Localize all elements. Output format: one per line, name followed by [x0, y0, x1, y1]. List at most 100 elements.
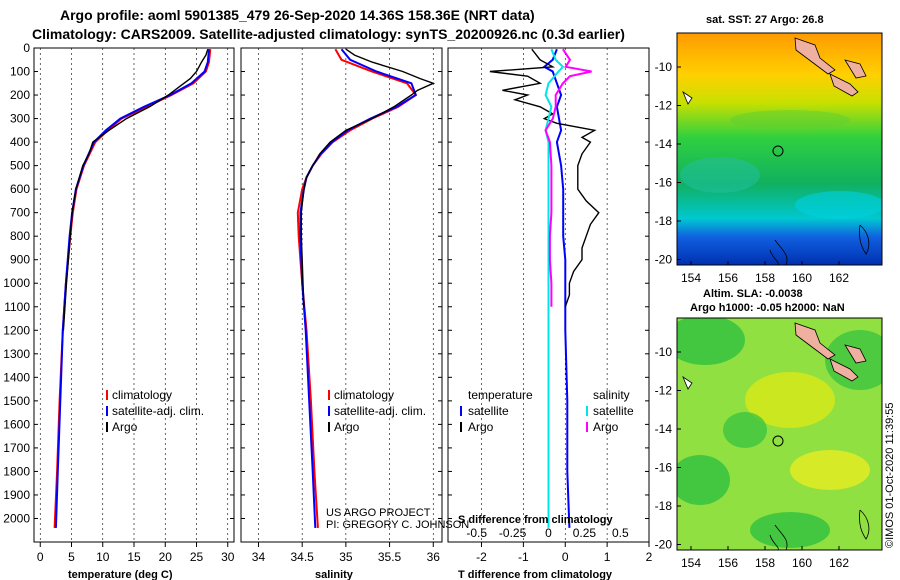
legend-label-t-satellite: satellite [468, 404, 509, 418]
map-lat-label: -18 [655, 214, 673, 228]
series-line-s-argo [544, 48, 592, 307]
y-tick-label: 800 [10, 229, 30, 243]
x-tick-label: 5 [68, 550, 75, 564]
map-lat-label: -14 [655, 137, 673, 151]
y-tick-label: 2000 [3, 511, 30, 525]
map-sla-patch [750, 512, 830, 548]
map-lon-label: 156 [718, 271, 738, 285]
series-line-climatology [53, 49, 212, 528]
title-line-2: Climatology: CARS2009. Satellite-adjuste… [32, 26, 625, 42]
map-lat-label: -14 [655, 422, 673, 436]
x-tick-label: 36 [427, 550, 441, 564]
map-sst-patch [680, 157, 760, 193]
top-tick-label: 0.25 [573, 526, 597, 540]
y-tick-label: 1200 [3, 323, 30, 337]
map-sla-patch [677, 455, 730, 505]
map-sla-patch [790, 450, 870, 490]
temperature-axis-label: temperature (deg C) [68, 569, 173, 580]
series-group [489, 48, 600, 528]
salinity-axis-label: salinity [315, 569, 354, 580]
map-lon-label: 162 [829, 271, 849, 285]
map-lat-label: -10 [655, 345, 673, 359]
y-tick-label: 1700 [3, 441, 30, 455]
x-tick-label: -2 [476, 550, 487, 564]
map-lat-label: -16 [655, 176, 673, 190]
series-line-satellite-adj-clim- [299, 48, 418, 528]
map-sst-title: sat. SST: 27 Argo: 26.8 [706, 14, 824, 26]
map-sst-ticks: 154 156 158 160 162 -10 -12 -14 -16 -18 -20 [655, 60, 850, 285]
top-tick-label: 0.5 [612, 526, 629, 540]
island-icon [844, 344, 867, 364]
map-sla [677, 318, 882, 550]
legend-difference-panel: temperature satellite Argo salinity sate… [460, 388, 634, 434]
series-line-s-satellite [544, 48, 565, 528]
x-tick-label: 30 [221, 550, 235, 564]
series-group [53, 48, 212, 528]
legend-label-satellite: satellite-adj. clim. [334, 404, 426, 418]
map-lat-label: -20 [655, 253, 673, 267]
map-sla-title-1: Altim. SLA: -0.0038 [703, 288, 803, 300]
salinity-panel-frame [240, 47, 443, 543]
s-difference-axis-label: S difference from climatology [458, 514, 614, 526]
x-tick-label: 0 [37, 550, 44, 564]
bathymetry-contour [769, 509, 870, 550]
y-tick-label: 1300 [3, 347, 30, 361]
series-group [296, 48, 436, 528]
credit-project: US ARGO PROJECT [326, 507, 431, 519]
top-tick-label: -0.25 [499, 526, 527, 540]
map-lon-label: 158 [755, 556, 775, 570]
legend-temperature-panel: climatology satellite-adj. clim. Argo [106, 388, 204, 434]
legend-label-climatology: climatology [112, 388, 172, 402]
x-tick-label: 34.5 [290, 550, 314, 564]
legend-label-t-argo: Argo [468, 420, 494, 434]
map-lon-label: 156 [718, 556, 738, 570]
map-lat-label: -18 [655, 499, 673, 513]
x-tick-label: 10 [96, 550, 110, 564]
island-icon [829, 358, 859, 382]
y-tick-label: 1400 [3, 370, 30, 384]
legend-title-temperature: temperature [468, 388, 533, 402]
y-tick-label: 300 [10, 112, 30, 126]
series-line-argo [300, 48, 436, 307]
x-tick-label: 34 [252, 550, 266, 564]
series-line-satellite-adj-clim- [54, 49, 210, 528]
y-tick-label: 200 [10, 88, 30, 102]
island-icon [829, 73, 859, 97]
map-lat-label: -16 [655, 461, 673, 475]
x-tick-label: 0 [562, 550, 569, 564]
series-line-t-argo [489, 48, 600, 308]
series-line-argo [62, 48, 209, 331]
series-line-climatology [296, 48, 418, 528]
legend-salinity-panel: climatology satellite-adj. clim. Argo [328, 388, 426, 434]
x-tick-label: 35 [339, 550, 353, 564]
map-lat-label: -12 [655, 384, 673, 398]
map-lat-label: -12 [655, 99, 673, 113]
top-tick-label: -0.5 [466, 526, 487, 540]
x-tick-label: -1 [518, 550, 529, 564]
legend-label-s-argo: Argo [593, 420, 619, 434]
map-lon-label: 160 [792, 556, 812, 570]
x-tick-label: 15 [127, 550, 141, 564]
map-sla-patch [825, 330, 882, 390]
y-tick-label: 1600 [3, 417, 30, 431]
map-sla-patch [723, 412, 767, 448]
y-tick-label: 900 [10, 253, 30, 267]
x-tick-label: 1 [604, 550, 611, 564]
y-tick-label: 1900 [3, 488, 30, 502]
legend-label-s-satellite: satellite [593, 404, 634, 418]
argo-float-marker [772, 145, 784, 157]
map-sla-patch [745, 372, 835, 428]
y-tick-label: 1000 [3, 276, 30, 290]
map-sla-frame [676, 317, 883, 551]
y-tick-label: 600 [10, 182, 30, 196]
y-tick-label: 1800 [3, 464, 30, 478]
y-tick-label: 700 [10, 206, 30, 220]
map-sst-patch [795, 191, 882, 219]
island-icon [682, 375, 693, 390]
map-lat-label: -10 [655, 60, 673, 74]
credit-pi: PI: GREGORY C. JOHNSON [326, 519, 469, 531]
y-tick-label: 500 [10, 159, 30, 173]
map-sla-title-2: Argo h1000: -0.05 h2000: NaN [690, 302, 845, 314]
map-sst-field [677, 33, 882, 265]
